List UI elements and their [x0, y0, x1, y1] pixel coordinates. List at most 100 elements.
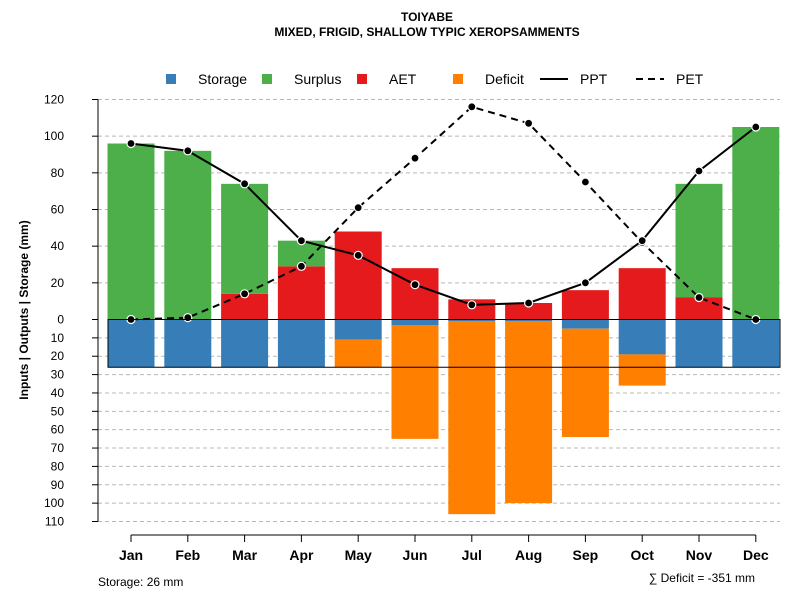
y-tick-label: 40 — [51, 386, 65, 400]
bar-surplus — [675, 183, 723, 298]
ppt-line-point — [580, 278, 591, 288]
bar-surplus — [732, 127, 780, 320]
bar-aet — [675, 297, 723, 320]
ppt-line — [130, 126, 757, 306]
x-tick-label: Dec — [743, 547, 769, 563]
x-tick-label: Jun — [403, 547, 428, 563]
ppt-line-point — [751, 122, 761, 132]
x-tick-label: Mar — [232, 547, 257, 563]
y-tick-label: 10 — [51, 331, 65, 345]
y-tick-label: 20 — [51, 276, 65, 290]
y-tick-label: 100 — [44, 129, 64, 143]
legend-label-surplus: Surplus — [294, 71, 341, 87]
legend-label-pet: PET — [676, 71, 704, 87]
x-tick-label: Oct — [631, 547, 655, 563]
bar-storage — [675, 319, 723, 368]
ppt-line-point — [296, 236, 306, 246]
pet-line-point — [523, 118, 534, 128]
legend-label-storage: Storage — [198, 71, 247, 87]
pet-line-point — [353, 203, 363, 213]
bar-storage — [391, 319, 439, 326]
bar-aet — [277, 266, 325, 320]
bar-deficit — [505, 321, 553, 504]
ppt-line-point — [467, 300, 477, 310]
pet-line — [130, 105, 757, 321]
bar-surplus — [107, 143, 155, 320]
pet-line-point — [240, 289, 250, 299]
y-tick-label: 80 — [51, 166, 65, 180]
bar-storage — [164, 319, 212, 368]
pet-line-point — [580, 177, 591, 187]
legend-swatch-aet — [357, 74, 367, 84]
series-lines — [126, 102, 761, 325]
storage-note: Storage: 26 mm — [98, 575, 183, 589]
y-tick-label: 90 — [51, 478, 65, 492]
bar-deficit — [334, 339, 382, 368]
x-tick-label: Nov — [686, 547, 713, 563]
bar-aet — [505, 303, 553, 320]
bar-surplus — [164, 150, 212, 320]
bars — [107, 127, 780, 515]
x-tick-label: Apr — [289, 547, 314, 563]
y-tick-label: 20 — [51, 349, 65, 363]
storage-capacity-box — [107, 319, 781, 368]
chart-subtitle: MIXED, FRIGID, SHALLOW TYPIC XEROPSAMMEN… — [274, 25, 579, 39]
x-tick-label: Jan — [119, 547, 143, 563]
y-tick-label: 30 — [51, 368, 65, 382]
y-tick-label: 40 — [51, 239, 65, 253]
y-tick-label: 100 — [44, 496, 64, 510]
y-tick-label: 80 — [51, 459, 65, 473]
legend-label-deficit: Deficit — [485, 71, 524, 87]
bar-deficit — [561, 328, 609, 438]
pet-line-point — [694, 292, 704, 303]
bar-storage — [107, 319, 155, 368]
bar-storage — [732, 319, 780, 368]
axes: 0 20 40 60 80 100 120 10 20 30 40 50 60 70 80 90 100 110 J… — [44, 93, 781, 563]
ppt-line-point — [523, 298, 534, 308]
ppt-line-point — [240, 179, 250, 189]
deficit-note: ∑ Deficit = -351 mm — [649, 571, 755, 585]
bar-storage — [618, 319, 666, 355]
ppt-line-point — [126, 138, 136, 149]
x-tick-label: May — [345, 547, 372, 563]
pet-line-point — [296, 261, 306, 271]
ppt-line-point — [353, 250, 363, 260]
y-tick-label: 60 — [51, 203, 65, 217]
bar-storage — [221, 319, 269, 368]
ppt-line-point — [410, 280, 420, 290]
legend-label-ppt: PPT — [580, 71, 608, 87]
pet-line-point — [410, 153, 420, 163]
pet-line-point — [467, 102, 477, 112]
legend-swatch-storage — [166, 74, 176, 84]
bar-aet — [618, 268, 666, 320]
y-tick-label: 70 — [51, 441, 65, 455]
ppt-line-point — [183, 146, 193, 156]
pet-line-point — [183, 313, 193, 323]
bar-storage — [505, 319, 553, 322]
bar-storage — [334, 319, 382, 340]
bar-deficit — [391, 325, 439, 439]
y-tick-label: 60 — [51, 423, 65, 437]
y-tick-label: 120 — [44, 93, 64, 107]
legend-swatch-deficit — [453, 74, 463, 84]
bar-deficit — [618, 354, 666, 386]
ppt-line-point — [694, 166, 704, 176]
bar-surplus — [221, 183, 269, 294]
chart-title: TOIYABE — [401, 10, 453, 24]
bar-storage — [561, 319, 609, 329]
ppt-line-point — [637, 236, 647, 246]
y-tick-label: 0 — [57, 313, 64, 327]
bar-deficit — [448, 321, 496, 515]
legend-swatch-surplus — [262, 74, 272, 84]
bar-storage — [277, 319, 325, 368]
legend-label-aet: AET — [389, 71, 417, 87]
x-tick-label: Jul — [462, 547, 482, 563]
x-tick-label: Feb — [175, 547, 200, 563]
y-axis-label: Inputs | Outputs | Storage (mm) — [17, 220, 31, 399]
gridlines — [98, 99, 780, 522]
legend: Storage Surplus AET Deficit PPT PET — [166, 71, 704, 87]
bar-storage — [448, 319, 496, 322]
x-tick-label: Sep — [573, 547, 599, 563]
x-tick-label: Aug — [515, 547, 542, 563]
